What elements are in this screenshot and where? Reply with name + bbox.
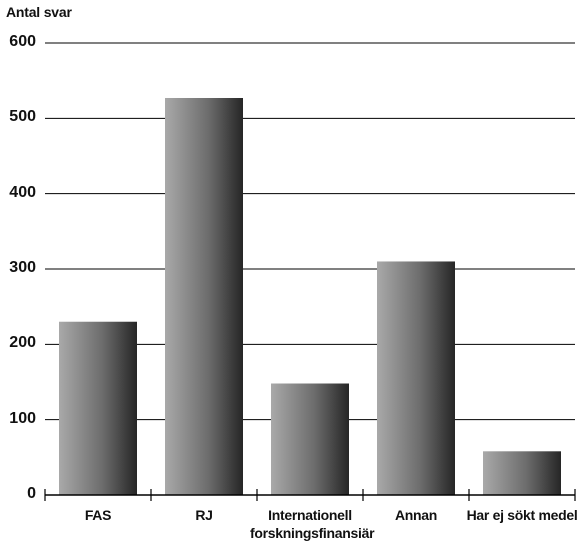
x-tick-label-line: forskningsfinansiär: [250, 525, 375, 541]
x-tick-label-1: RJ: [144, 506, 264, 524]
x-tick-label-2: Internationell forskningsfinansiär: [250, 506, 375, 542]
y-tick-label-400: 400: [9, 183, 36, 201]
x-tick-label-line: Annan: [394, 507, 438, 523]
bar-3: [377, 261, 455, 495]
bar-0: [59, 321, 137, 495]
x-tick-label-line: Internationell: [268, 507, 352, 523]
y-tick-label-100: 100: [9, 409, 36, 427]
x-tick-label-0: FAS: [38, 506, 158, 524]
bar-4: [483, 451, 561, 495]
y-tick-label-0: 0: [27, 485, 36, 502]
x-axis: [44, 489, 576, 501]
x-tick-label-line: RJ: [195, 507, 213, 523]
y-axis-label: Antal svar: [6, 4, 72, 20]
y-tick-label-300: 300: [9, 259, 36, 276]
y-tick-label-200: 200: [9, 334, 36, 352]
x-tick-label-4: Har ej sökt medel: [462, 506, 581, 524]
y-tick-label-600: 600: [9, 33, 36, 50]
x-tick-label-3: Annan: [356, 506, 476, 524]
bar-2: [271, 383, 349, 495]
bars: [59, 97, 561, 495]
x-tick-label-line: FAS: [84, 507, 112, 523]
bar-1: [165, 97, 243, 495]
x-tick-label-line: Har ej sökt medel: [466, 507, 578, 523]
y-tick-label-500: 500: [9, 108, 36, 126]
